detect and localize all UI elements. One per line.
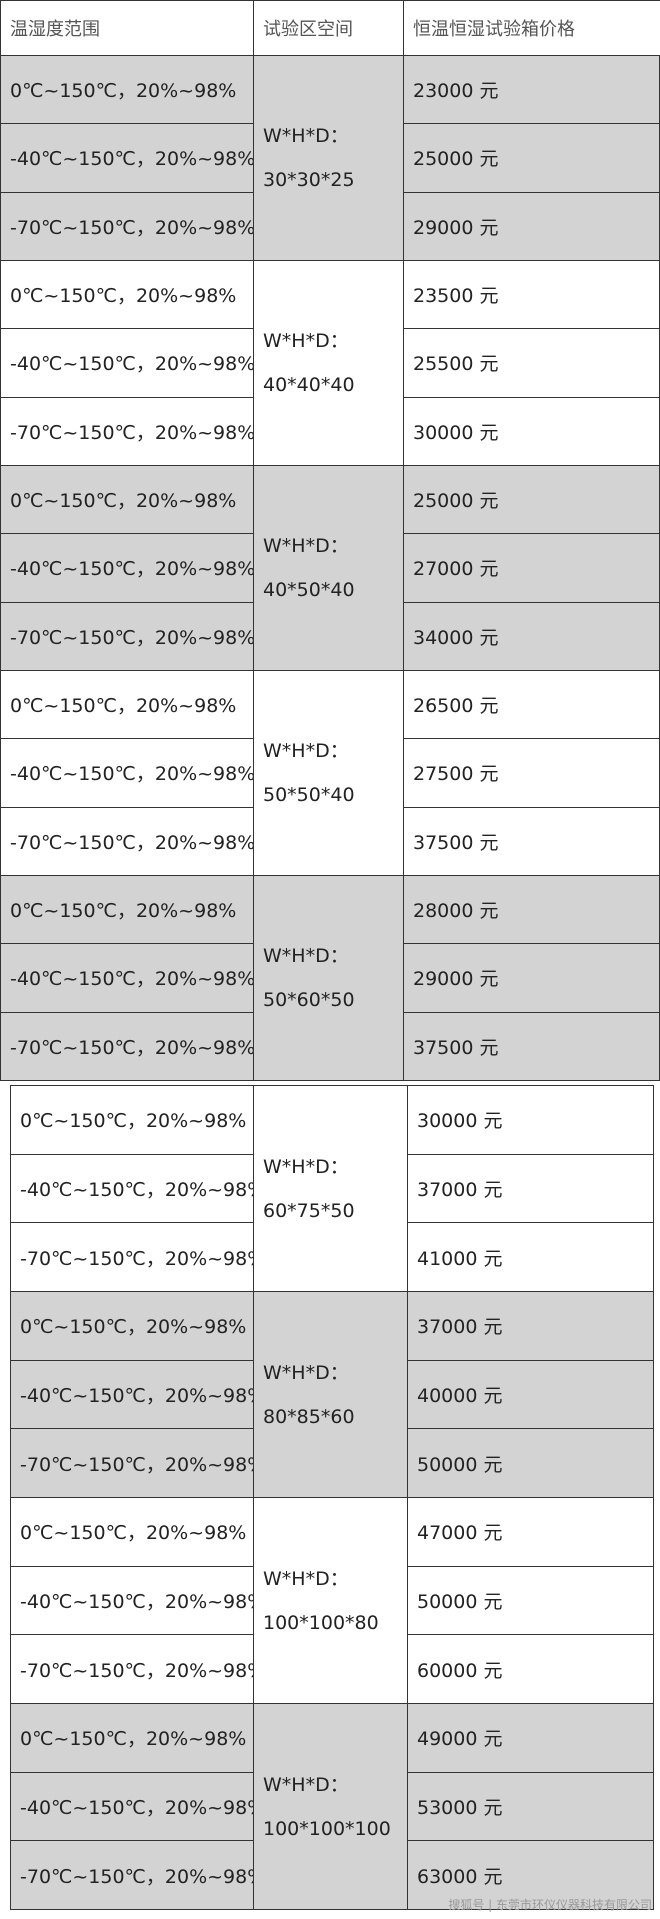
price-cell: 37000 元	[407, 1153, 654, 1224]
space-size: 100*100*80	[263, 1611, 379, 1634]
space-size: 50*60*50	[263, 989, 355, 1011]
range-cell: 0℃~150℃，20%~98%	[0, 875, 254, 945]
price-cell: 27500 元	[403, 738, 660, 808]
range-cell: -70℃~150℃，20%~98%	[10, 1840, 254, 1910]
space-label: W*H*D：	[263, 1155, 349, 1178]
header-cell: 试验区空间	[253, 0, 404, 56]
price-cell: 23000 元	[403, 55, 660, 125]
price-cell: 60000 元	[407, 1634, 654, 1704]
price-cell: 63000 元	[407, 1840, 654, 1910]
space-cell: W*H*D： 100*100*80	[253, 1497, 408, 1704]
space-size: 40*50*40	[263, 579, 355, 601]
range-cell: -40℃~150℃，20%~98%	[0, 738, 254, 808]
price-cell: 50000 元	[407, 1428, 654, 1498]
price-cell: 30000 元	[403, 396, 660, 466]
range-cell: 0℃~150℃，20%~98%	[10, 1497, 254, 1567]
space-label: W*H*D：	[263, 125, 349, 147]
range-cell: 0℃~150℃，20%~98%	[10, 1085, 254, 1155]
space-cell: W*H*D： 50*50*40	[253, 670, 404, 876]
space-cell: W*H*D： 80*85*60	[253, 1291, 408, 1498]
range-cell: -40℃~150℃，20%~98%	[0, 328, 254, 398]
space-cell: W*H*D： 40*50*40	[253, 465, 404, 671]
price-cell: 41000 元	[407, 1222, 654, 1292]
range-cell: -70℃~150℃，20%~98%	[0, 191, 254, 261]
space-size: 50*50*40	[263, 784, 355, 806]
header-cell: 恒温恒湿试验箱价格	[403, 0, 660, 56]
price-cell: 25000 元	[403, 465, 660, 535]
range-cell: -70℃~150℃，20%~98%	[0, 806, 254, 876]
space-label: W*H*D：	[263, 1361, 349, 1384]
price-cell: 23500 元	[403, 260, 660, 330]
range-cell: 0℃~150℃，20%~98%	[0, 260, 254, 330]
space-size: 60*75*50	[263, 1199, 355, 1222]
range-cell: -40℃~150℃，20%~98%	[10, 1359, 254, 1430]
range-cell: -40℃~150℃，20%~98%	[0, 123, 254, 193]
space-size: 80*85*60	[263, 1405, 355, 1428]
space-cell: W*H*D： 100*100*100	[253, 1703, 408, 1910]
price-cell: 30000 元	[407, 1085, 654, 1155]
watermark: 搜狐号 | 东莞市环仪仪器科技有限公司	[448, 1898, 652, 1912]
space-label: W*H*D：	[263, 945, 349, 967]
price-cell: 25000 元	[403, 123, 660, 193]
range-cell: -70℃~150℃，20%~98%	[10, 1222, 254, 1292]
range-cell: 0℃~150℃，20%~98%	[10, 1703, 254, 1773]
price-cell: 37500 元	[403, 1011, 660, 1081]
range-cell: -40℃~150℃，20%~98%	[10, 1153, 254, 1224]
space-cell: W*H*D： 40*40*40	[253, 260, 404, 466]
price-cell: 50000 元	[407, 1565, 654, 1636]
range-cell: 0℃~150℃，20%~98%	[10, 1291, 254, 1361]
price-cell: 37000 元	[407, 1291, 654, 1361]
price-cell: 26500 元	[403, 670, 660, 740]
header-cell: 温湿度范围	[0, 0, 254, 56]
space-label: W*H*D：	[263, 1567, 349, 1590]
space-cell: W*H*D： 30*30*25	[253, 55, 404, 261]
range-cell: -70℃~150℃，20%~98%	[10, 1428, 254, 1498]
price-cell: 37500 元	[403, 806, 660, 876]
space-label: W*H*D：	[263, 330, 349, 352]
space-label: W*H*D：	[263, 535, 349, 557]
range-cell: 0℃~150℃，20%~98%	[0, 670, 254, 740]
range-cell: -70℃~150℃，20%~98%	[0, 396, 254, 466]
space-size: 100*100*100	[263, 1817, 391, 1840]
price-cell: 25500 元	[403, 328, 660, 398]
price-cell: 27000 元	[403, 533, 660, 603]
space-label: W*H*D：	[263, 740, 349, 762]
range-cell: 0℃~150℃，20%~98%	[0, 55, 254, 125]
range-cell: -70℃~150℃，20%~98%	[10, 1634, 254, 1704]
range-cell: -40℃~150℃，20%~98%	[10, 1771, 254, 1842]
space-size: 40*40*40	[263, 374, 355, 396]
price-cell: 40000 元	[407, 1359, 654, 1430]
price-cell: 53000 元	[407, 1771, 654, 1842]
space-size: 30*30*25	[263, 169, 355, 191]
price-cell: 47000 元	[407, 1497, 654, 1567]
price-cell: 49000 元	[407, 1703, 654, 1773]
price-cell: 28000 元	[403, 875, 660, 945]
space-cell: W*H*D： 60*75*50	[253, 1085, 408, 1292]
space-label: W*H*D：	[263, 1773, 349, 1796]
space-cell: W*H*D： 50*60*50	[253, 875, 404, 1081]
range-cell: 0℃~150℃，20%~98%	[0, 465, 254, 535]
price-cell: 29000 元	[403, 191, 660, 261]
range-cell: -70℃~150℃，20%~98%	[0, 601, 254, 671]
range-cell: -70℃~150℃，20%~98%	[0, 1011, 254, 1081]
range-cell: -40℃~150℃，20%~98%	[0, 533, 254, 603]
range-cell: -40℃~150℃，20%~98%	[10, 1565, 254, 1636]
price-cell: 29000 元	[403, 943, 660, 1013]
price-cell: 34000 元	[403, 601, 660, 671]
range-cell: -40℃~150℃，20%~98%	[0, 943, 254, 1013]
